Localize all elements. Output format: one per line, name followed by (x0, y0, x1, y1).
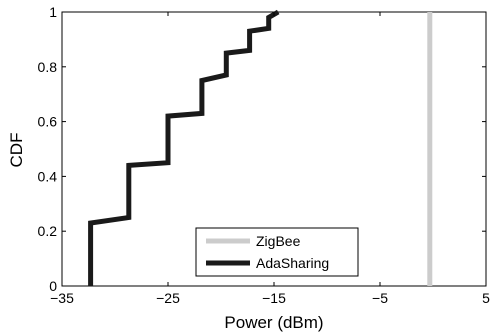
legend-box (195, 227, 359, 277)
y-tick-label: 0.8 (38, 59, 58, 75)
legend-label-zigbee: ZigBee (256, 233, 301, 249)
series-layer (88, 9, 433, 286)
x-tick-label: −15 (262, 290, 286, 306)
x-axis-label: Power (dBm) (224, 313, 323, 332)
y-axis-label: CDF (7, 133, 26, 168)
legend-label-adasharing: AdaSharing (256, 255, 329, 271)
y-tick-label: 0 (49, 278, 57, 294)
series-line-adasharing (88, 9, 280, 286)
y-tick-label: 1 (49, 4, 57, 20)
y-tick-label: 0.2 (38, 223, 58, 239)
legend: ZigBee AdaSharing (195, 227, 359, 277)
x-tick-label: −35 (50, 290, 74, 306)
y-tick-label: 0.4 (38, 168, 58, 184)
ticks-layer: −35 −25 −15 −5 5 0 0.2 0.4 0.6 0.8 1 (38, 4, 491, 306)
y-tick-label: 0.6 (38, 114, 58, 130)
x-tick-label: −5 (372, 290, 388, 306)
x-tick-label: −25 (156, 290, 180, 306)
x-tick-label: 5 (482, 290, 490, 306)
